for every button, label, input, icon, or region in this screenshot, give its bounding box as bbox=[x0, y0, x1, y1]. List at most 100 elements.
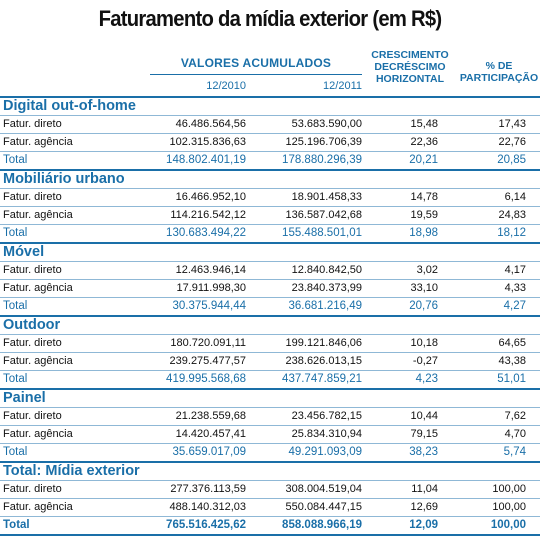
crescimento-value: 3,02 bbox=[416, 264, 438, 276]
row-label: Fatur. direto bbox=[3, 410, 62, 422]
header-participacao-line-1: % DE bbox=[485, 60, 513, 72]
total-row: Total 130.683.494,22 155.488.501,01 18,98 18… bbox=[0, 225, 540, 244]
page-title: Faturamento da mídia exterior (em R$) bbox=[98, 6, 443, 31]
row-label: Fatur. direto bbox=[3, 191, 62, 203]
value-2010: 46.486.564,56 bbox=[175, 118, 246, 130]
value-2010: 21.238.559,68 bbox=[175, 410, 246, 422]
revenue-table: Digital out-of-home Fatur. direto 46.486.5… bbox=[0, 98, 540, 536]
header-crescimento-line-2: DECRÉSCIMO bbox=[374, 61, 446, 73]
crescimento-value: 15,48 bbox=[410, 118, 438, 130]
value-2011: 136.587.042,68 bbox=[285, 209, 362, 221]
header-period-2010: 12/2010 bbox=[206, 80, 246, 92]
crescimento-value: 79,15 bbox=[410, 428, 438, 440]
value-2010: 419.995.568,68 bbox=[166, 373, 246, 385]
participacao-value: 20,85 bbox=[497, 154, 526, 166]
row-label: Fatur. direto bbox=[3, 118, 62, 130]
value-2011: 125.196.706,39 bbox=[285, 136, 362, 148]
row-label: Total bbox=[3, 446, 28, 458]
value-2010: 30.375.944,44 bbox=[172, 300, 246, 312]
total-row: Total 419.995.568,68 437.747.859,21 4,23 51,… bbox=[0, 371, 540, 390]
crescimento-value: 11,04 bbox=[411, 483, 438, 495]
participacao-value: 100,00 bbox=[492, 501, 526, 513]
table-row: Fatur. agência 102.315.836,63 125.196.706,… bbox=[0, 134, 540, 152]
value-2011: 49.291.093,09 bbox=[288, 446, 362, 458]
row-label: Fatur. agência bbox=[3, 209, 73, 221]
value-2011: 437.747.859,21 bbox=[282, 373, 362, 385]
value-2010: 239.275.477,57 bbox=[169, 355, 246, 367]
participacao-value: 4,70 bbox=[504, 428, 526, 440]
row-label: Fatur. agência bbox=[3, 501, 73, 513]
total-row: Total 35.659.017,09 49.291.093,09 38,23 5,74 bbox=[0, 444, 540, 463]
value-2010: 114.216.542,12 bbox=[170, 209, 246, 221]
row-label: Total bbox=[3, 519, 30, 531]
participacao-value: 24,83 bbox=[498, 209, 526, 221]
participacao-value: 64,65 bbox=[498, 337, 526, 349]
value-2010: 765.516.425,62 bbox=[166, 519, 246, 531]
value-2010: 180.720.091,11 bbox=[170, 337, 246, 349]
table-row: Fatur. direto 46.486.564,56 53.683.590,00 1… bbox=[0, 116, 540, 134]
crescimento-value: 38,23 bbox=[409, 446, 438, 458]
row-label: Total bbox=[3, 227, 28, 239]
crescimento-value: 22,36 bbox=[410, 136, 438, 148]
crescimento-value: -0,27 bbox=[412, 355, 438, 367]
table-row: Fatur. direto 12.463.946,14 12.840.842,50 3… bbox=[0, 262, 540, 280]
crescimento-value: 18,98 bbox=[409, 227, 438, 239]
row-label: Fatur. agência bbox=[3, 428, 73, 440]
header-participacao-line-2: PARTICIPAÇÃO bbox=[459, 72, 539, 84]
value-2011: 18.901.458,33 bbox=[291, 191, 362, 203]
header-participacao: % DE PARTICIPAÇÃO bbox=[458, 60, 540, 84]
participacao-value: 100,00 bbox=[490, 519, 526, 531]
row-label: Total bbox=[3, 373, 28, 385]
value-2011: 199.121.846,06 bbox=[285, 337, 362, 349]
crescimento-value: 12,69 bbox=[410, 501, 438, 513]
total-row: Total 765.516.425,62 858.088.966,19 12,09 10… bbox=[0, 517, 540, 536]
participacao-value: 4,17 bbox=[504, 264, 526, 276]
section-title: Móvel bbox=[0, 244, 540, 262]
table-row: Fatur. agência 17.911.998,30 23.840.373,99… bbox=[0, 280, 540, 298]
row-label: Total bbox=[3, 300, 28, 312]
crescimento-value: 33,10 bbox=[410, 282, 438, 294]
table-row: Fatur. direto 16.466.952,10 18.901.458,33 1… bbox=[0, 189, 540, 207]
section-title: Mobiliário urbano bbox=[0, 171, 540, 189]
value-2011: 25.834.310,94 bbox=[291, 428, 362, 440]
participacao-value: 5,74 bbox=[503, 446, 526, 458]
table-row: Fatur. agência 114.216.542,12 136.587.042,… bbox=[0, 207, 540, 225]
crescimento-value: 12,09 bbox=[409, 519, 438, 531]
header-period-2011: 12/2011 bbox=[323, 80, 362, 92]
value-2010: 16.466.952,10 bbox=[175, 191, 246, 203]
crescimento-value: 14,78 bbox=[410, 191, 438, 203]
crescimento-value: 10,44 bbox=[410, 410, 438, 422]
section-title: Painel bbox=[0, 390, 540, 408]
participacao-value: 4,27 bbox=[503, 300, 526, 312]
table-row: Fatur. direto 277.376.113,59 308.004.519,0… bbox=[0, 481, 540, 499]
row-label: Total bbox=[3, 154, 28, 166]
table-row: Fatur. agência 14.420.457,41 25.834.310,94… bbox=[0, 426, 540, 444]
crescimento-value: 20,21 bbox=[409, 154, 438, 166]
header-valores-acumulados: VALORES ACUMULADOS bbox=[180, 56, 332, 70]
crescimento-value: 10,18 bbox=[410, 337, 438, 349]
value-2010: 102.315.836,63 bbox=[169, 136, 246, 148]
value-2011: 12.840.842,50 bbox=[291, 264, 362, 276]
value-2011: 53.683.590,00 bbox=[291, 118, 362, 130]
value-2011: 155.488.501,01 bbox=[282, 227, 362, 239]
header-crescimento-line-3: HORIZONTAL bbox=[375, 73, 445, 85]
value-2011: 23.456.782,15 bbox=[291, 410, 362, 422]
table-row: Fatur. agência 239.275.477,57 238.626.013,… bbox=[0, 353, 540, 371]
participacao-value: 51,01 bbox=[497, 373, 526, 385]
header-crescimento-line-1: CRESCIMENTO bbox=[371, 49, 449, 61]
section-title: Digital out-of-home bbox=[0, 98, 540, 116]
participacao-value: 4,33 bbox=[504, 282, 526, 294]
participacao-value: 17,43 bbox=[498, 118, 526, 130]
table-row: Fatur. agência 488.140.312,03 550.084.447,… bbox=[0, 499, 540, 517]
value-2011: 238.626.013,15 bbox=[285, 355, 362, 367]
value-2011: 23.840.373,99 bbox=[291, 282, 362, 294]
row-label: Fatur. agência bbox=[3, 355, 73, 367]
participacao-value: 7,62 bbox=[504, 410, 526, 422]
crescimento-value: 20,76 bbox=[409, 300, 438, 312]
row-label: Fatur. agência bbox=[3, 136, 73, 148]
row-label: Fatur. direto bbox=[3, 337, 62, 349]
header-divider bbox=[0, 96, 540, 98]
value-2011: 36.681.216,49 bbox=[288, 300, 362, 312]
value-2010: 14.420.457,41 bbox=[175, 428, 246, 440]
value-2011: 550.084.447,15 bbox=[285, 501, 362, 513]
